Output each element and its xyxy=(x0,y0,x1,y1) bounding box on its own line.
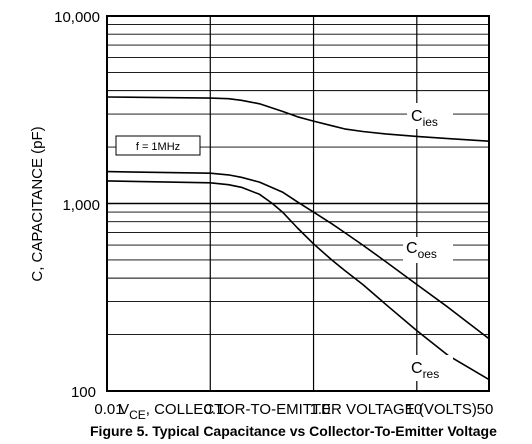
series-label-cres-sub: res xyxy=(423,367,440,381)
y-axis-label: C, CAPACITANCE (pF) xyxy=(29,126,46,281)
x-tick-label: 0.01 xyxy=(94,401,123,418)
series-label-coes-main: C xyxy=(406,240,418,257)
x-axis-label: VCE, COLLECTOR-TO-EMITTER VOLTAGE (VOLTS… xyxy=(119,401,477,422)
y-tick-label: 1,000 xyxy=(62,197,100,214)
curves xyxy=(106,96,490,381)
x-tick-label: 50 xyxy=(477,401,494,418)
x-tick-label: 10 xyxy=(406,401,423,418)
series-label-coes-sub: oes xyxy=(418,247,437,261)
series-line-res xyxy=(106,180,490,381)
grid xyxy=(107,16,489,391)
x-axis-label-rest: , COLLECTOR-TO-EMITTER VOLTAGE (VOLTS) xyxy=(146,401,477,418)
series-label-cres-main: C xyxy=(411,360,423,377)
series-label-bg xyxy=(407,103,453,129)
frequency-annotation: f = 1MHz xyxy=(136,141,180,153)
y-tick-label: 10,000 xyxy=(54,9,100,26)
series-label-bg xyxy=(407,355,453,381)
series-line-oes xyxy=(106,170,490,340)
series-label-cres: Cres xyxy=(411,360,439,381)
plot-frame xyxy=(106,15,490,392)
series-label-coes: Coes xyxy=(406,240,437,261)
figure-caption: Figure 5. Typical Capacitance vs Collect… xyxy=(90,423,497,439)
series-label-cies-sub: ies xyxy=(423,115,438,129)
x-axis-label-prefix: V xyxy=(119,401,129,418)
x-axis-label-subscript: CE xyxy=(129,408,146,422)
y-tick-label: 100 xyxy=(71,384,96,401)
frequency-box xyxy=(115,135,201,156)
x-tick-label: 0.1 xyxy=(204,401,225,418)
series-label-cies: Cies xyxy=(411,108,438,129)
series-label-bg xyxy=(403,237,453,263)
x-tick-label: 1.0 xyxy=(310,401,331,418)
series-label-cies-main: C xyxy=(411,108,423,125)
series-line-ies xyxy=(106,96,490,142)
